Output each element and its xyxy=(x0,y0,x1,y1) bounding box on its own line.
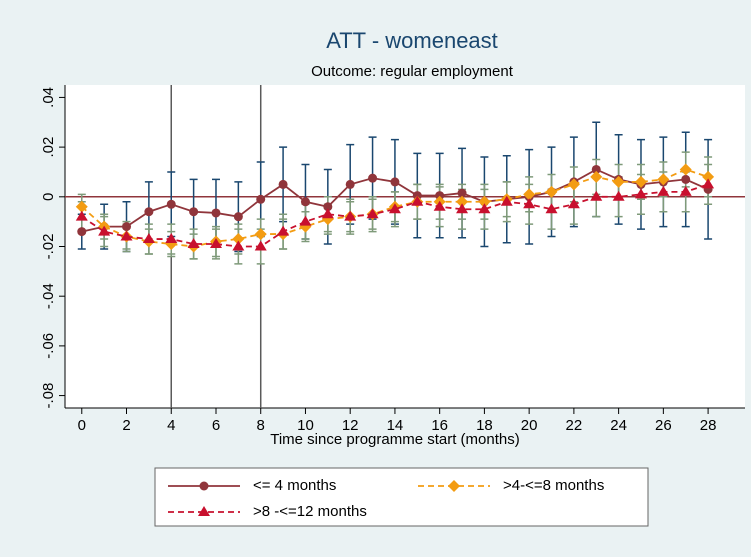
marker xyxy=(345,179,355,189)
marker xyxy=(232,240,245,251)
x-tick-label: 2 xyxy=(122,417,130,434)
y-tick-label: -.06 xyxy=(40,333,57,359)
marker xyxy=(657,185,670,196)
legend-marker xyxy=(198,506,210,516)
marker xyxy=(435,191,445,201)
marker xyxy=(679,163,692,176)
x-tick-label: 10 xyxy=(297,417,314,434)
series-line xyxy=(81,183,709,248)
marker xyxy=(166,199,176,209)
marker xyxy=(634,188,647,199)
x-tick-label: 8 xyxy=(257,417,265,434)
legend-marker xyxy=(199,481,209,491)
marker xyxy=(165,233,178,244)
marker xyxy=(189,207,199,217)
marker xyxy=(433,200,446,211)
y-tick-label: .02 xyxy=(40,137,57,158)
x-tick-label: 20 xyxy=(521,417,538,434)
x-tick-label: 16 xyxy=(431,417,448,434)
marker xyxy=(278,179,288,189)
marker xyxy=(681,174,691,184)
x-tick-label: 4 xyxy=(167,417,175,434)
legend xyxy=(154,467,649,527)
marker xyxy=(478,195,491,208)
y-tick-label: 0 xyxy=(40,193,57,201)
marker xyxy=(368,173,378,183)
marker xyxy=(122,222,132,232)
marker xyxy=(457,188,467,198)
marker xyxy=(254,228,267,241)
chart-subtitle: Outcome: regular employment xyxy=(311,63,514,80)
legend-label: <= 4 months xyxy=(253,477,336,494)
marker xyxy=(456,195,469,208)
x-tick-label: 28 xyxy=(700,417,717,434)
plot-area xyxy=(65,85,745,408)
series-line xyxy=(81,168,709,248)
marker xyxy=(478,203,491,214)
marker xyxy=(211,208,221,218)
marker xyxy=(567,198,580,209)
x-tick-label: 0 xyxy=(78,417,86,434)
marker xyxy=(232,233,245,246)
marker xyxy=(500,195,513,206)
marker xyxy=(679,185,692,196)
marker xyxy=(120,230,133,241)
x-tick-label: 12 xyxy=(342,417,359,434)
marker xyxy=(545,185,558,198)
marker xyxy=(300,197,310,207)
marker xyxy=(209,238,222,249)
marker xyxy=(299,215,312,226)
x-tick-label: 18 xyxy=(476,417,493,434)
chart-title: ATT - womeneast xyxy=(326,28,498,53)
marker xyxy=(545,203,558,214)
marker xyxy=(388,203,401,214)
marker xyxy=(702,178,715,189)
marker xyxy=(702,170,715,183)
x-tick-label: 24 xyxy=(610,417,627,434)
marker xyxy=(590,170,603,183)
marker xyxy=(612,190,625,201)
marker xyxy=(75,200,88,213)
y-tick-label: -.02 xyxy=(40,234,57,260)
marker xyxy=(657,173,670,186)
marker xyxy=(77,227,87,237)
marker xyxy=(591,164,601,174)
x-tick-label: 6 xyxy=(212,417,220,434)
y-tick-label: .04 xyxy=(40,87,57,108)
marker xyxy=(523,188,536,201)
marker xyxy=(411,195,424,206)
marker xyxy=(277,225,290,236)
marker xyxy=(256,194,266,204)
x-axis-label: Time since programme start (months) xyxy=(270,431,520,448)
legend-marker xyxy=(448,480,460,492)
marker xyxy=(590,190,603,201)
marker xyxy=(612,175,625,188)
marker xyxy=(523,198,536,209)
marker xyxy=(98,225,111,236)
marker xyxy=(634,175,647,188)
marker xyxy=(390,177,400,187)
y-tick-label: -.04 xyxy=(40,283,57,309)
legend-label: >8 -<=12 months xyxy=(253,503,367,520)
marker xyxy=(233,212,243,222)
marker xyxy=(366,208,379,219)
x-tick-label: 26 xyxy=(655,417,672,434)
marker xyxy=(321,208,334,219)
marker xyxy=(412,191,422,201)
marker xyxy=(344,210,357,221)
x-tick-label: 14 xyxy=(387,417,404,434)
marker xyxy=(456,203,469,214)
x-tick-label: 22 xyxy=(566,417,583,434)
marker xyxy=(567,178,580,191)
marker xyxy=(187,238,200,249)
marker xyxy=(75,210,88,221)
marker xyxy=(144,207,154,217)
marker xyxy=(323,202,333,212)
legend-label: >4-<=8 months xyxy=(503,477,604,494)
y-tick-label: -.08 xyxy=(40,383,57,409)
marker xyxy=(142,233,155,244)
marker xyxy=(254,240,267,251)
